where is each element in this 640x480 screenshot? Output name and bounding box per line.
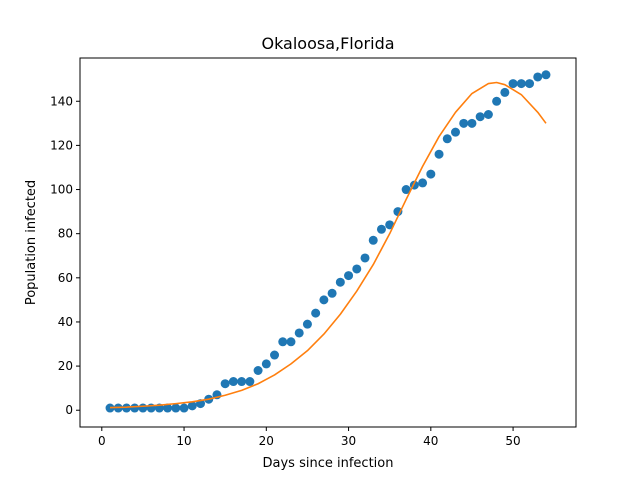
- data-point: [385, 220, 395, 230]
- data-point: [121, 403, 131, 413]
- data-point: [352, 264, 362, 274]
- data-point: [327, 288, 337, 298]
- data-point: [344, 271, 354, 281]
- x-tick-label: 30: [341, 434, 356, 448]
- y-tick-label: 20: [58, 359, 73, 373]
- chart-title: Okaloosa,Florida: [261, 34, 394, 53]
- axes-frame: [79, 57, 577, 428]
- data-point: [138, 403, 148, 413]
- data-point: [541, 70, 551, 80]
- x-tick-label: 10: [176, 434, 191, 448]
- data-point: [525, 79, 535, 89]
- x-tick-label: 40: [423, 434, 438, 448]
- data-point: [179, 403, 189, 413]
- x-axis-label: Days since infection: [263, 456, 394, 471]
- data-point: [426, 169, 436, 179]
- data-point: [130, 403, 140, 413]
- data-point: [319, 295, 329, 305]
- fit-line: [109, 81, 547, 409]
- data-point: [418, 178, 428, 188]
- y-tick-label: 120: [50, 138, 73, 152]
- data-point: [311, 308, 321, 318]
- x-axis: 0 10 20 30 40 50: [98, 427, 521, 448]
- data-point: [508, 79, 518, 89]
- y-tick-label: 140: [50, 94, 73, 108]
- y-axis: 0 20 40 60 80 100 120 140: [50, 94, 80, 417]
- data-point: [360, 253, 370, 263]
- data-point: [533, 72, 543, 82]
- y-axis-label: Population infected: [24, 180, 39, 305]
- plot-area: [79, 57, 577, 428]
- data-point: [492, 96, 502, 106]
- data-point: [237, 377, 247, 387]
- data-point: [442, 134, 452, 144]
- data-point: [335, 277, 345, 287]
- data-point: [450, 127, 460, 137]
- y-tick-label: 80: [58, 227, 73, 241]
- data-point: [294, 328, 304, 338]
- data-point: [228, 377, 238, 387]
- data-point: [105, 403, 115, 413]
- data-point: [516, 79, 526, 89]
- data-point: [270, 350, 280, 360]
- x-tick-label: 50: [505, 434, 520, 448]
- data-point: [401, 185, 411, 195]
- x-tick-label: 20: [259, 434, 274, 448]
- data-point: [286, 337, 296, 347]
- data-point: [220, 379, 230, 389]
- data-point: [376, 224, 386, 234]
- data-point: [302, 319, 312, 329]
- data-point: [163, 403, 173, 413]
- data-point: [278, 337, 288, 347]
- y-tick-label: 40: [58, 315, 73, 329]
- data-point: [459, 118, 469, 128]
- data-point: [171, 403, 181, 413]
- data-point: [475, 112, 485, 122]
- y-tick-label: 60: [58, 271, 73, 285]
- data-point: [368, 235, 378, 245]
- data-point: [500, 87, 510, 97]
- data-point: [187, 401, 197, 411]
- y-tick-label: 100: [50, 183, 73, 197]
- x-tick-label: 0: [98, 434, 106, 448]
- data-point: [245, 377, 255, 387]
- data-point: [393, 207, 403, 217]
- data-point: [253, 366, 263, 376]
- y-tick-label: 0: [65, 403, 73, 417]
- data-point: [467, 118, 477, 128]
- data-point: [434, 149, 444, 159]
- data-point: [261, 359, 271, 369]
- data-point: [483, 109, 493, 119]
